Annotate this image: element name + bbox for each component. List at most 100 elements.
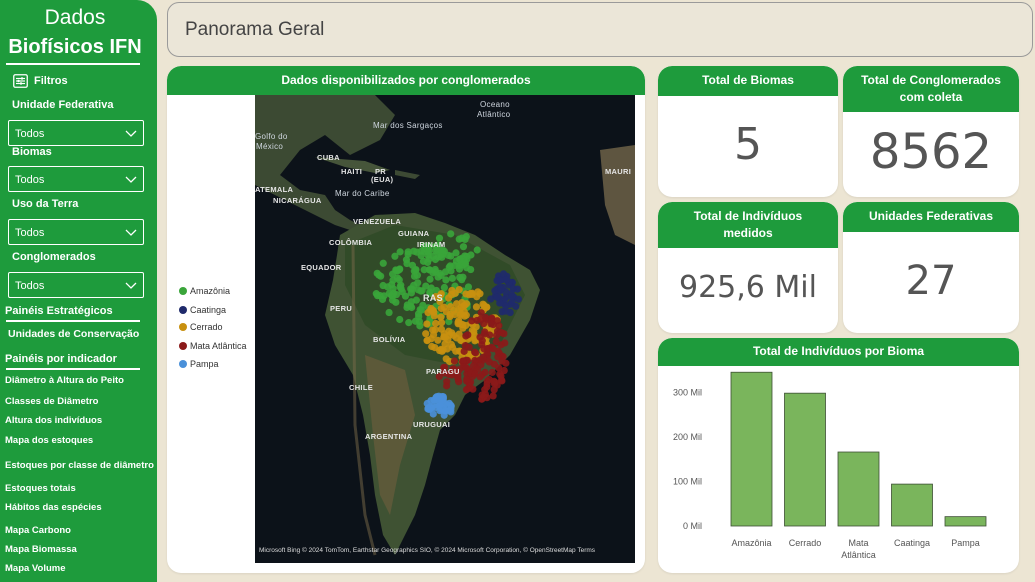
map-label: Mar do Caribe bbox=[335, 189, 390, 198]
legend-dot bbox=[179, 360, 187, 368]
link-unidades-conservacao[interactable]: Unidades de Conservação bbox=[8, 328, 140, 340]
map-point bbox=[490, 386, 498, 394]
map-point bbox=[479, 353, 487, 361]
map-point bbox=[435, 234, 444, 242]
map-point bbox=[406, 302, 415, 310]
map-point bbox=[481, 313, 490, 322]
legend-item-caatinga[interactable]: Caatinga bbox=[179, 305, 226, 315]
filter-uf-dropdown[interactable]: Todos bbox=[8, 120, 144, 146]
map-point bbox=[385, 308, 393, 317]
bar-caatinga[interactable] bbox=[891, 483, 933, 527]
map-label: MAURI bbox=[605, 167, 632, 176]
map-point bbox=[461, 259, 470, 268]
link-habitos-especies[interactable]: Hábitos das espécies bbox=[5, 502, 102, 513]
link-mapa-volume[interactable]: Mapa Volume bbox=[5, 563, 66, 574]
link-altura-individuos[interactable]: Altura dos indivíduos bbox=[5, 415, 103, 426]
map-point bbox=[490, 380, 499, 388]
map-point bbox=[487, 295, 495, 303]
map-point bbox=[465, 343, 473, 351]
map-point bbox=[437, 246, 445, 254]
link-estoques-totais[interactable]: Estoques totais bbox=[5, 483, 76, 494]
app-title: Dados bbox=[44, 6, 106, 29]
map-point bbox=[379, 259, 387, 267]
map-point bbox=[508, 293, 516, 301]
legend-label: Caatinga bbox=[190, 305, 227, 315]
map-point bbox=[412, 265, 420, 274]
map-point bbox=[468, 317, 476, 325]
map-point bbox=[473, 316, 481, 325]
map-point bbox=[452, 334, 461, 342]
map-card-title: Dados disponibilizados por conglomerados bbox=[167, 66, 645, 95]
map-point bbox=[460, 312, 469, 320]
map-point bbox=[488, 368, 496, 376]
map-point bbox=[414, 286, 422, 294]
kpi-value: 5 bbox=[734, 119, 762, 170]
map-point bbox=[476, 290, 484, 298]
filter-label-uso-terra: Uso da Terra bbox=[12, 198, 79, 210]
link-mapa-estoques[interactable]: Mapa dos estoques bbox=[5, 435, 94, 446]
map-point bbox=[508, 298, 516, 306]
filter-label-uf: Unidade Federativa bbox=[12, 99, 114, 111]
map-point bbox=[436, 407, 444, 415]
map-point bbox=[430, 312, 438, 320]
map-point bbox=[471, 370, 479, 378]
link-diametro-altura-peito[interactable]: Diâmetro à Altura do Peito bbox=[5, 375, 124, 386]
map-point bbox=[447, 252, 455, 260]
map-point bbox=[478, 391, 486, 399]
map-label: PERU bbox=[330, 304, 353, 313]
map-label: Mar dos Sargaços bbox=[373, 121, 443, 130]
filter-uso-terra-dropdown[interactable]: Todos bbox=[8, 219, 144, 245]
map-point bbox=[441, 340, 449, 348]
map-view[interactable]: Oceano Atlântico Mar dos Sargaços Golfo … bbox=[255, 95, 635, 563]
map-point bbox=[408, 285, 416, 293]
map-label: HAITI bbox=[341, 167, 363, 176]
legend-item-pampa[interactable]: Pampa bbox=[179, 359, 219, 369]
kpi-value: 27 bbox=[905, 258, 957, 304]
map-point bbox=[432, 319, 440, 328]
bar-chart: 0 Mil 100 Mil 200 Mil 300 Mil Amazônia Cerrad… bbox=[673, 371, 987, 560]
legend-item-mata-atlantica[interactable]: Mata Atlântica bbox=[179, 341, 247, 351]
legend-item-amazonia[interactable]: Amazônia bbox=[179, 286, 230, 296]
map-point bbox=[497, 372, 505, 380]
map-label: CHILE bbox=[349, 383, 373, 392]
bar-amazônia[interactable] bbox=[730, 371, 773, 527]
legend-dot bbox=[179, 342, 187, 350]
map-point bbox=[434, 336, 442, 344]
filter-biomas-dropdown[interactable]: Todos bbox=[8, 166, 144, 192]
link-estoques-classe-diametro[interactable]: Estoques por classe de diâmetro bbox=[5, 460, 154, 471]
map-label: RAS bbox=[423, 293, 443, 303]
map-point bbox=[462, 386, 471, 394]
map-point bbox=[392, 298, 400, 306]
map-point bbox=[415, 313, 423, 321]
map-point bbox=[442, 276, 450, 284]
bar-pampa[interactable] bbox=[944, 516, 987, 527]
map-label: (EUA) bbox=[371, 175, 394, 184]
map-point bbox=[443, 382, 451, 390]
map-point bbox=[493, 293, 501, 301]
map-point bbox=[417, 247, 425, 255]
filter-conglomerados-dropdown[interactable]: Todos bbox=[8, 272, 144, 298]
map-attribution[interactable]: Microsoft Bing © 2024 TomTom, Earthstar … bbox=[259, 547, 596, 554]
x-tick-label: Caatinga bbox=[894, 538, 930, 548]
map-label: Golfo do bbox=[255, 132, 288, 141]
map-point bbox=[487, 320, 495, 328]
map-card: Dados disponibilizados por conglomerados… bbox=[167, 66, 645, 573]
filters-label: Filtros bbox=[34, 75, 68, 87]
link-classes-diametro[interactable]: Classes de Diâmetro bbox=[5, 396, 99, 407]
kpi-title: Total de Conglomerados com coleta bbox=[843, 66, 1019, 112]
map-point bbox=[454, 320, 462, 328]
page-header: Panorama Geral bbox=[167, 2, 1033, 57]
map-point bbox=[410, 272, 419, 280]
link-mapa-biomassa[interactable]: Mapa Biomassa bbox=[5, 544, 77, 555]
chevron-down-icon bbox=[125, 229, 137, 236]
legend-item-cerrado[interactable]: Cerrado bbox=[179, 322, 223, 332]
map-point bbox=[373, 269, 381, 277]
bar-mata-atlântica[interactable] bbox=[837, 451, 880, 527]
bar-cerrado[interactable] bbox=[784, 392, 826, 527]
map-point bbox=[379, 281, 387, 290]
section-paineis-indicador: Painéis por indicador bbox=[5, 353, 117, 365]
y-tick-label: 100 Mil bbox=[673, 476, 702, 486]
link-mapa-carbono[interactable]: Mapa Carbono bbox=[5, 525, 71, 536]
map-point bbox=[396, 283, 404, 291]
map-point bbox=[483, 303, 491, 311]
